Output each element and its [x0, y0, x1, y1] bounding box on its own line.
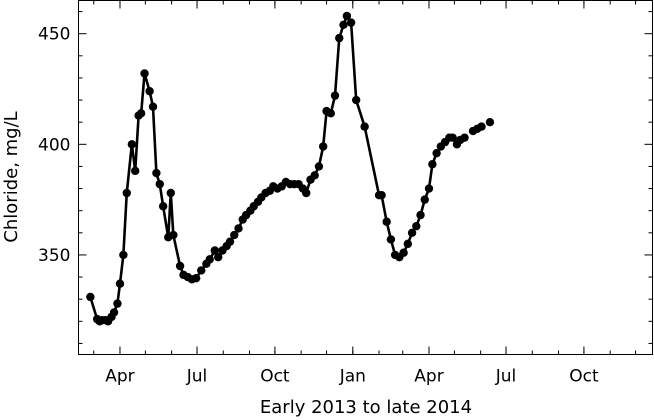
data-point: [191, 273, 201, 283]
data-point: [225, 237, 235, 246]
data-point: [213, 252, 223, 262]
data-point: [407, 228, 417, 238]
data-point: [109, 308, 119, 317]
data-point: [113, 299, 122, 308]
data-point: [339, 20, 348, 30]
data-point: [399, 248, 408, 257]
x-axis-title: Early 2013 to late 2014: [260, 397, 472, 418]
y-tick-label: 450: [38, 25, 70, 45]
data-point: [136, 109, 146, 118]
data-point: [416, 210, 425, 220]
data-point: [412, 221, 421, 231]
data-point: [326, 109, 335, 118]
y-axis-title: Chloride, mg/L: [1, 111, 22, 242]
data-point: [234, 224, 243, 233]
x-tick-label: Apr: [414, 367, 443, 387]
data-point: [119, 250, 128, 260]
series-line: [89, 14, 466, 323]
data-point: [210, 246, 219, 255]
y-tick-label: 400: [38, 135, 70, 155]
series-layer: [86, 11, 495, 326]
data-point: [145, 87, 154, 96]
data-point: [382, 217, 391, 226]
data-point: [115, 279, 125, 288]
data-point: [158, 202, 168, 211]
data-point: [197, 266, 206, 275]
data-point: [460, 133, 469, 142]
x-tick-label: Oct: [569, 367, 599, 387]
data-point: [330, 91, 340, 100]
x-axis: Apr Jul Oct Jan Apr Jul Oct: [93, 0, 637, 387]
data-point: [360, 122, 369, 131]
data-point: [140, 69, 149, 78]
data-point: [424, 184, 434, 193]
x-tick-label: Apr: [105, 367, 134, 387]
data-point: [428, 160, 437, 169]
y-tick-label: 350: [38, 246, 70, 266]
data-point: [485, 117, 495, 127]
data-point: [122, 188, 131, 198]
data-point: [477, 122, 486, 131]
x-tick-label: Jul: [495, 367, 517, 387]
data-point: [420, 195, 429, 204]
y-axis: 350 400 450: [38, 11, 653, 344]
data-point: [448, 133, 457, 142]
data-point: [152, 168, 161, 178]
data-point: [335, 33, 344, 43]
data-point: [148, 102, 158, 111]
x-tick-label: Oct: [260, 367, 290, 387]
data-point: [230, 230, 239, 240]
data-point: [377, 191, 386, 200]
data-point: [86, 292, 95, 302]
data-point: [131, 166, 140, 176]
data-point: [346, 18, 356, 27]
data-point: [351, 95, 361, 105]
data-point: [386, 235, 396, 244]
data-point: [342, 11, 352, 21]
x-tick-label: Jan: [339, 367, 366, 387]
data-point: [175, 261, 185, 271]
data-point: [169, 230, 178, 240]
data-point: [302, 188, 311, 198]
data-point: [155, 179, 164, 189]
data-point: [310, 171, 319, 180]
data-point: [314, 162, 324, 171]
data-point: [432, 148, 441, 158]
x-tick-label: Jul: [186, 367, 208, 387]
data-point: [127, 140, 137, 149]
data-point: [166, 188, 175, 198]
data-point: [205, 255, 214, 264]
data-point: [403, 239, 413, 249]
plot-area-frame: [78, 0, 653, 355]
data-point: [318, 142, 328, 151]
